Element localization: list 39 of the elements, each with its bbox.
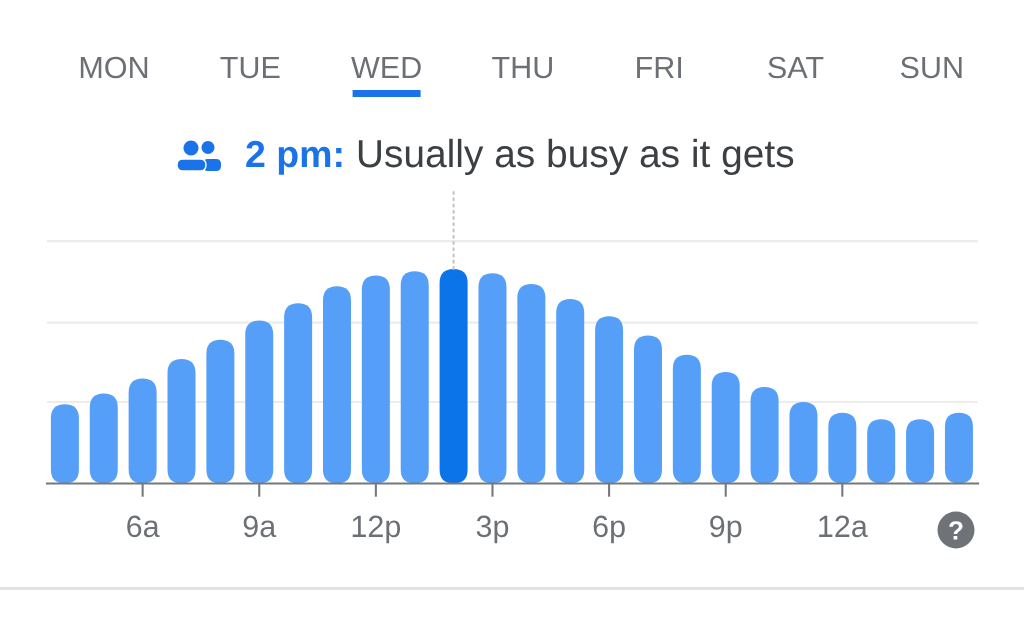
bar	[245, 320, 274, 484]
bar	[595, 316, 624, 484]
bar	[284, 303, 313, 484]
x-tick-label: 3p	[476, 515, 509, 544]
bar	[556, 299, 585, 484]
x-tick-label: 6p	[593, 515, 625, 544]
bar	[828, 412, 857, 484]
bar	[517, 284, 546, 484]
bar	[944, 412, 973, 484]
text: ?	[949, 521, 963, 540]
bar	[50, 404, 79, 484]
x-tick-label: 12p	[352, 515, 401, 544]
bar	[400, 271, 429, 484]
text: MON	[80, 56, 148, 79]
text: SAT	[768, 56, 824, 79]
bar	[439, 269, 468, 484]
text: SUN	[900, 56, 962, 79]
text: TUE	[220, 56, 280, 79]
bar	[361, 275, 390, 484]
bar	[672, 354, 701, 484]
bar	[711, 371, 740, 484]
bar	[750, 386, 779, 484]
x-tick-label: 12a	[819, 515, 868, 538]
bar	[167, 359, 196, 484]
bar	[789, 401, 818, 484]
text: 2 pm:	[246, 140, 342, 175]
text: THU	[492, 56, 552, 79]
bar	[322, 286, 351, 484]
x-tick-label: 9a	[243, 515, 277, 538]
bar	[633, 335, 662, 484]
x-tick-label: 9p	[710, 515, 742, 544]
bar	[89, 393, 118, 484]
x-tick-label: 6a	[127, 515, 160, 538]
text: WED	[351, 56, 421, 78]
bar	[128, 378, 157, 484]
text: Usually as busy as it gets	[358, 138, 794, 176]
bar	[478, 273, 507, 484]
bar	[206, 339, 235, 484]
text: FRI	[637, 56, 681, 78]
